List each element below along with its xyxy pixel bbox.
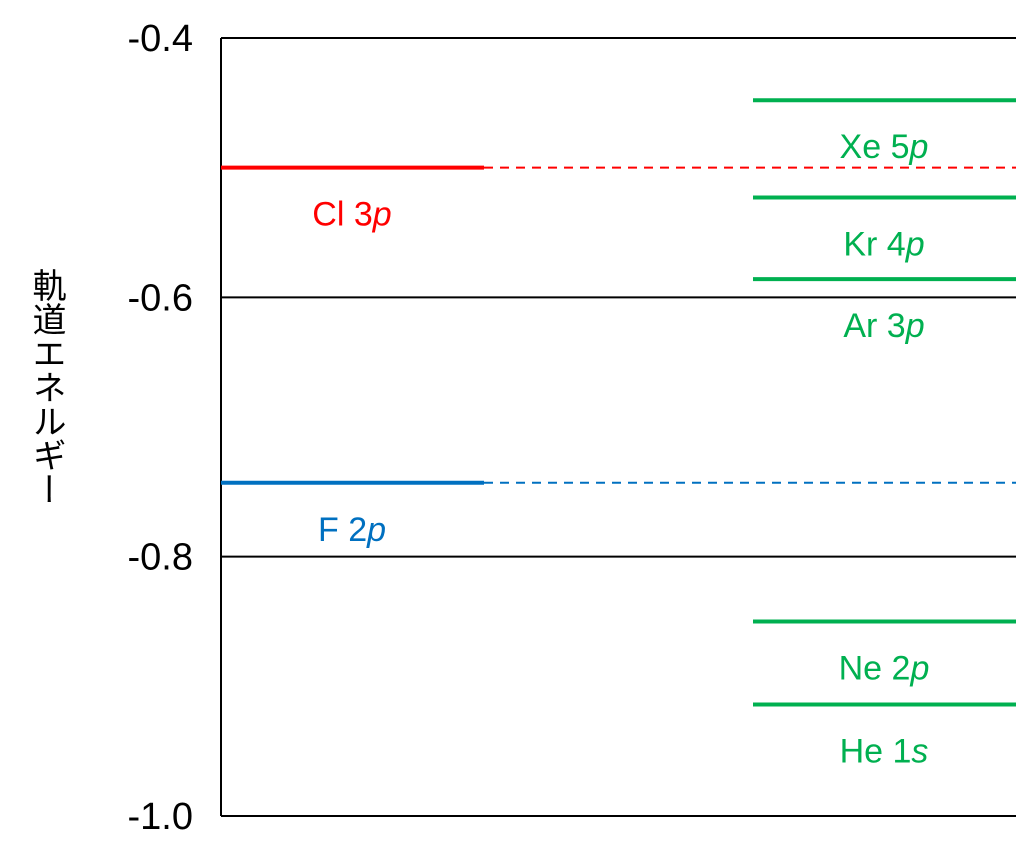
y-tick-label: -0.8 [128,537,193,579]
level-orbital-number: 4 [887,225,906,263]
level-orbital-number: 2 [348,511,367,549]
level-orbital-letter: p [909,650,929,688]
level-element: F [318,511,339,549]
level-element: He [840,732,883,770]
level-orbital-number: 1 [893,732,912,770]
level-label-kr-4p: Kr 4p [843,225,924,263]
level-element: Ne [839,650,882,688]
level-orbital-letter: p [905,307,925,345]
level-orbital-letter: p [366,511,386,549]
level-label-he-1s: He 1s [840,732,929,770]
level-element: Cl [312,196,344,234]
level-orbital-number: 3 [354,196,373,234]
level-orbital-number: 5 [891,128,910,166]
level-label-f-2p: F 2p [318,511,386,549]
level-label-xe-5p: Xe 5p [840,128,929,166]
level-orbital-number: 2 [892,650,911,688]
y-tick-label: -0.4 [128,18,193,60]
level-orbital-number: 3 [887,307,906,345]
level-element: Kr [843,225,877,263]
y-tick-label: -1.0 [128,796,193,838]
level-orbital-letter: p [372,196,392,234]
level-label-ar-3p: Ar 3p [843,307,924,345]
level-element: Xe [840,128,882,166]
y-tick-label: -0.6 [128,277,193,319]
level-orbital-letter: s [911,732,928,770]
level-label-ne-2p: Ne 2p [839,650,930,688]
level-element: Ar [843,307,877,345]
level-orbital-letter: p [909,128,929,166]
y-axis-label: 軌道エネルギー [26,268,66,506]
level-label-cl-3p: Cl 3p [312,196,391,234]
level-orbital-letter: p [905,225,925,263]
